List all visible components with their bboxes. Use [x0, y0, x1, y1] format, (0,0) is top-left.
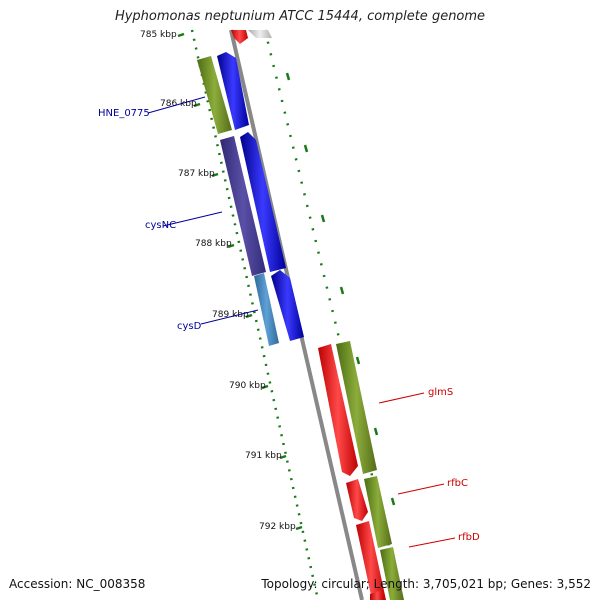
inner-dotted-ring — [190, 29, 320, 600]
inner-ring-tick-marks — [177, 32, 303, 531]
cds-arrow-top-red — [231, 30, 248, 44]
gene-block-cysd — [254, 273, 279, 346]
gene-label-rfbd[interactable]: rfbD — [458, 532, 480, 543]
gene-label-hne0775[interactable]: HNE_0775 — [98, 108, 150, 119]
gene-block-cysnc — [220, 136, 266, 276]
gene-block-rfbc — [364, 476, 392, 548]
left-label-leaders — [147, 96, 259, 325]
cds-arrow-bottom-red — [370, 590, 384, 600]
left-gene-labels: HNE_0775 cysNC cysD — [98, 108, 202, 332]
tick-label-791: 791 kbp — [245, 451, 282, 461]
gene-block-top-grey — [248, 30, 272, 38]
outer-ring-tick-marks — [285, 72, 396, 506]
cds-arrow-hne0775 — [217, 52, 249, 130]
right-gene-labels: glmS rfbC rfbD — [428, 387, 480, 543]
gene-label-cysnc[interactable]: cysNC — [145, 220, 176, 231]
outer-dotted-ring — [263, 29, 404, 600]
tick-label-788: 788 kbp — [195, 239, 232, 249]
gene-block-glms — [336, 341, 377, 474]
accession-text: Accession: NC_008358 — [9, 577, 146, 591]
map-title: Hyphomonas neptunium ATCC 15444, complet… — [114, 9, 486, 24]
cds-arrow-glms — [318, 344, 358, 476]
tick-label-790: 790 kbp — [229, 381, 266, 391]
gene-block-rfbd — [380, 547, 404, 600]
tick-label-785: 785 kbp — [140, 30, 177, 40]
reverse-strand-features — [318, 341, 404, 600]
cds-arrow-cysnc — [240, 132, 286, 272]
cds-arrow-rfbc — [346, 479, 368, 521]
gene-label-glms[interactable]: glmS — [428, 387, 453, 398]
cds-arrow-rfbd — [356, 521, 386, 600]
tick-label-789: 789 kbp — [212, 310, 249, 320]
gene-label-cysd[interactable]: cysD — [177, 321, 202, 332]
right-label-leaders — [378, 392, 456, 548]
tick-label-787: 787 kbp — [178, 169, 215, 179]
cds-arrow-cysd — [271, 270, 304, 341]
genome-summary-text: Topology: circular; Length: 3,705,021 bp… — [261, 577, 591, 591]
gene-label-rfbc[interactable]: rfbC — [447, 478, 468, 489]
gene-block-hne0775 — [197, 56, 232, 134]
tick-label-792: 792 kbp — [259, 522, 296, 532]
forward-strand-features — [197, 30, 304, 346]
